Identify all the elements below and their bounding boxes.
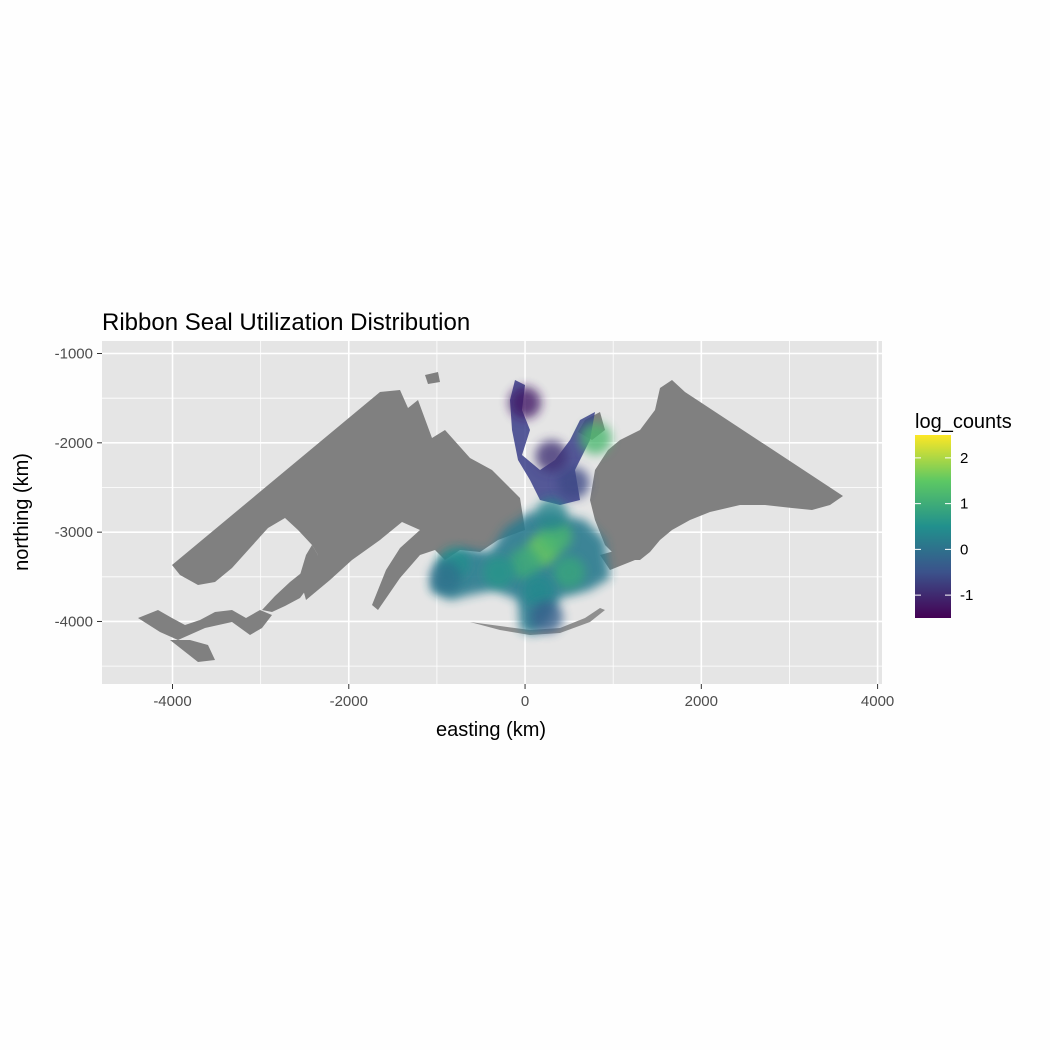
y-axis: -1000 -2000 -3000 -4000 bbox=[55, 346, 102, 630]
legend-tick-label: 1 bbox=[960, 496, 968, 513]
heat-hotspot bbox=[557, 467, 590, 500]
heat-hotspot bbox=[429, 560, 462, 593]
chart-title: Ribbon Seal Utilization Distribution bbox=[102, 309, 470, 336]
x-tick-label: 0 bbox=[521, 693, 529, 710]
y-tick-label: -2000 bbox=[55, 435, 93, 452]
land-hokkaido bbox=[262, 570, 312, 612]
land-asia bbox=[172, 390, 525, 610]
legend-tick-label: -1 bbox=[960, 587, 973, 604]
land-masses bbox=[138, 372, 843, 662]
x-tick-label: -4000 bbox=[153, 693, 191, 710]
heat-hotspot bbox=[509, 386, 542, 419]
legend-colorbar bbox=[915, 435, 951, 618]
land-sakhalin bbox=[300, 545, 318, 578]
heat-hotspot bbox=[522, 574, 555, 607]
legend-tick-label: 2 bbox=[960, 450, 968, 467]
land-wrangel bbox=[425, 372, 440, 384]
heat-hotspot bbox=[509, 547, 542, 580]
heat-hotspot bbox=[535, 498, 568, 531]
land-kyushu bbox=[170, 640, 215, 662]
heat-hotspot bbox=[482, 556, 515, 589]
x-axis: -4000 -2000 0 2000 4000 bbox=[153, 684, 894, 710]
land-north-america bbox=[590, 380, 843, 560]
utilization-heatmap bbox=[429, 380, 612, 635]
legend: log_counts 2 1 0 -1 bbox=[915, 411, 1012, 618]
legend-tick-label: 0 bbox=[960, 541, 968, 558]
land-alaska-pen bbox=[600, 512, 672, 570]
x-tick-label: 4000 bbox=[861, 693, 894, 710]
land-japan-south bbox=[138, 610, 272, 640]
land-aleutians bbox=[470, 608, 605, 635]
x-axis-title: easting (km) bbox=[436, 719, 546, 741]
heat-hotspot bbox=[531, 601, 564, 634]
legend-title: log_counts bbox=[915, 411, 1012, 433]
y-tick-label: -4000 bbox=[55, 613, 93, 630]
heat-hotspot bbox=[579, 422, 612, 455]
y-tick-label: -3000 bbox=[55, 524, 93, 541]
y-tick-label: -1000 bbox=[55, 346, 93, 363]
heat-hotspot bbox=[553, 556, 586, 589]
heat-hotspot bbox=[535, 440, 568, 473]
y-axis-title: northing (km) bbox=[11, 453, 33, 571]
x-tick-label: 2000 bbox=[685, 693, 718, 710]
x-tick-label: -2000 bbox=[330, 693, 368, 710]
